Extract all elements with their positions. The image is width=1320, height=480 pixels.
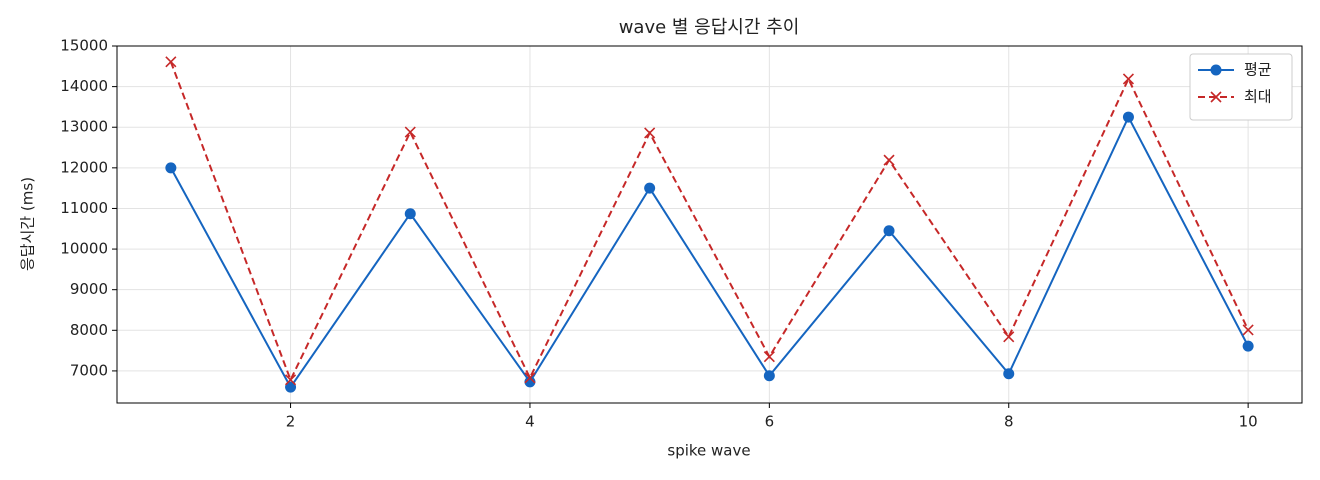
marker [1210,91,1222,103]
y-tick-label: 7000 [70,361,108,379]
marker [524,376,536,388]
legend-label: 평균 [1244,61,1272,79]
y-tick-label: 14000 [60,77,108,95]
x-tick-label: 8 [1004,413,1014,431]
y-tick-label: 8000 [70,321,108,339]
marker [644,127,656,139]
legend-box [1189,53,1293,121]
marker [524,372,536,384]
marker [1242,340,1254,352]
marker [165,56,177,68]
y-tick-label: 15000 [60,37,108,55]
legend-label: 최대 [1244,88,1272,106]
y-tick-label: 12000 [60,158,108,176]
marker [644,182,656,194]
plot-frame [116,45,1303,404]
x-tick-label: 10 [1239,413,1258,431]
chart-title: wave 별 응답시간 추이 [619,17,800,38]
series-line [169,61,1250,383]
x-axis-label: spike wave [667,442,750,460]
marker [883,154,895,166]
marker [1003,331,1015,343]
marker [883,225,895,237]
marker [404,126,416,138]
y-tick-label: 11000 [60,199,108,217]
marker [285,381,297,393]
marker [763,351,775,363]
marker [763,370,775,382]
x-tick-label: 4 [525,413,535,431]
y-axis-label: 응답시간 (ms) [19,177,37,271]
y-tick-label: 9000 [70,280,108,298]
marker [1122,73,1135,85]
marker [1003,368,1015,380]
marker [1242,324,1254,336]
x-tick-label: 2 [286,413,296,431]
series-line [169,114,1250,390]
marker [404,208,416,220]
marker [1210,64,1222,76]
y-tick-label: 10000 [60,240,108,258]
y-tick-label: 13000 [60,118,108,136]
marker [284,374,297,386]
marker [1122,111,1134,123]
marker [165,162,177,174]
x-tick-label: 6 [765,413,775,431]
